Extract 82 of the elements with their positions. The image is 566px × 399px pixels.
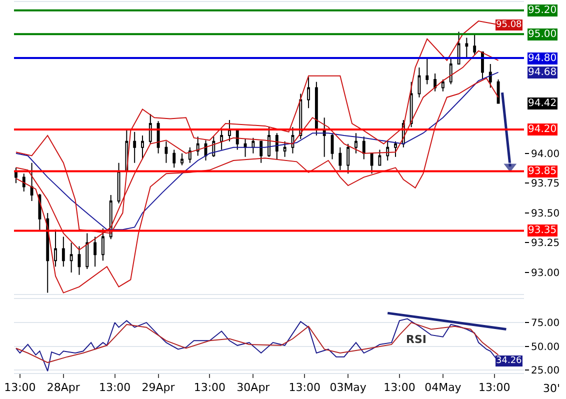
candlestick [362, 136, 366, 160]
candlestick [465, 37, 468, 59]
candlestick [14, 167, 18, 184]
x-tick-label: 03May [330, 381, 367, 394]
candlestick [283, 140, 286, 158]
candlestick [86, 232, 89, 270]
y-tick-label: 75.00 [531, 318, 560, 330]
candlestick [101, 228, 104, 262]
candlestick [314, 81, 318, 136]
candlestick [354, 132, 358, 154]
candlestick [78, 246, 81, 276]
text: 94.42 [528, 98, 557, 109]
candlestick [378, 149, 382, 166]
x-tick-label: 13:00 [288, 381, 320, 394]
candlestick [410, 81, 413, 128]
candlestick [418, 67, 421, 98]
x-axis-title: 30' [543, 382, 560, 395]
y-tick-label: 93.75 [531, 178, 560, 190]
candlestick [449, 58, 452, 85]
candlestick [441, 78, 444, 92]
candlestick [30, 162, 34, 202]
x-tick-label: 30Apr [236, 381, 270, 394]
x-tick-label: 13:00 [98, 381, 131, 394]
candlestick [164, 140, 168, 164]
ref-line-label: 93.85 [528, 166, 557, 177]
candlestick [252, 137, 255, 154]
ref-line-label: 95.20 [528, 5, 557, 16]
candlestick [133, 131, 136, 164]
candlestick [330, 132, 334, 160]
candlestick [70, 242, 73, 274]
ref-line-label: 93.35 [528, 225, 557, 236]
annotation: 34.26 [496, 356, 522, 366]
candlestick [46, 212, 50, 294]
candlestick [188, 146, 192, 164]
ref-line-label: 94.20 [528, 124, 557, 135]
candlestick [307, 76, 310, 109]
ref-line-label: 95.00 [528, 29, 557, 40]
candlestick [346, 143, 350, 174]
candlestick [426, 58, 429, 85]
candlestick [54, 229, 57, 268]
candlestick [322, 117, 326, 158]
candlestick [386, 140, 390, 161]
x-tick-label: 04May [424, 381, 462, 394]
x-tick-label: 28Apr [46, 381, 80, 394]
x-tick-label: 13:00 [478, 381, 510, 394]
candlestick [180, 152, 184, 166]
candlestick [260, 140, 263, 164]
candlestick [62, 236, 65, 268]
candlestick [148, 114, 152, 144]
candlestick [370, 152, 374, 174]
candlestick [220, 129, 224, 150]
x-tick-label: 13:00 [4, 381, 36, 394]
candlestick [473, 34, 476, 55]
annotation: RSI [406, 333, 426, 346]
y-tick-label: 93.00 [531, 268, 560, 280]
y-tick-label: 93.25 [531, 238, 560, 250]
annotation: 95.08 [496, 20, 522, 30]
y-tick-label: 94.00 [531, 148, 560, 160]
line-series [15, 78, 499, 294]
candlestick [196, 136, 200, 156]
candlestick [141, 134, 144, 160]
x-tick-label: 13:00 [194, 381, 226, 394]
y-tick-label: 93.50 [531, 208, 560, 220]
candlestick [275, 132, 278, 160]
candlestick [172, 149, 176, 168]
ref-line-label: 94.80 [528, 53, 557, 64]
candlestick [394, 140, 397, 158]
text: 94.68 [528, 67, 557, 78]
candlestick [94, 236, 97, 268]
y-tick-label: 25.00 [531, 366, 560, 377]
y-tick-label: 50.00 [531, 342, 560, 353]
candlestick [496, 78, 500, 104]
candlestick [244, 138, 247, 158]
candlestick [434, 73, 437, 92]
x-tick-label: 29Apr [142, 381, 176, 394]
x-tick-label: 13:00 [384, 381, 416, 394]
candlestick [338, 146, 342, 171]
candlestick [22, 173, 26, 192]
candlestick [228, 119, 231, 142]
candlestick [268, 126, 270, 158]
line-series [15, 72, 499, 230]
candlestick [488, 63, 492, 88]
